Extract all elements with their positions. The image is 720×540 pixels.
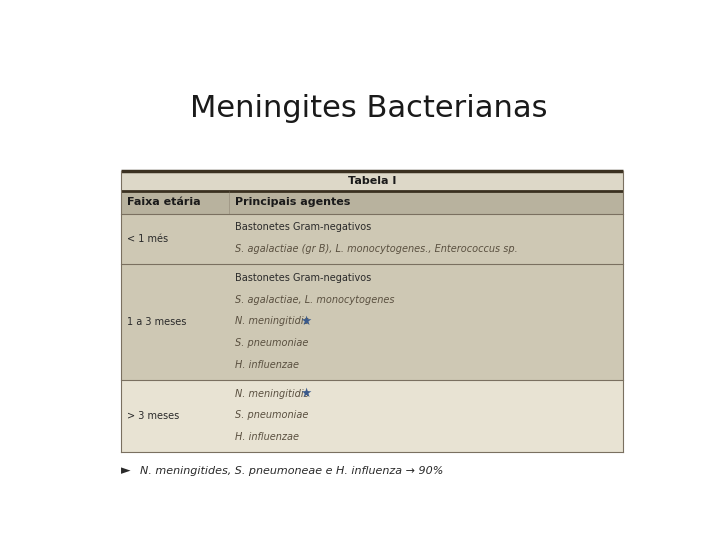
Text: Principais agentes: Principais agentes [235, 197, 351, 207]
Text: H. influenzae: H. influenzae [235, 360, 300, 370]
Text: < 1 més: < 1 més [127, 234, 168, 244]
Text: N. meningitides, S. pneumoneae e H. influenza → 90%: N. meningitides, S. pneumoneae e H. infl… [133, 466, 444, 476]
Text: N. meningitidis: N. meningitidis [235, 389, 309, 399]
Text: ►: ► [121, 464, 130, 477]
Bar [121, 380, 623, 453]
Bar [121, 214, 623, 265]
Bar [121, 191, 623, 214]
Text: > 3 meses: > 3 meses [127, 411, 179, 421]
Text: S. pneumoniae: S. pneumoniae [235, 410, 309, 421]
Text: ★: ★ [300, 315, 311, 328]
Text: Bastonetes Gram-negativos: Bastonetes Gram-negativos [235, 222, 372, 232]
Bar [121, 171, 623, 191]
Text: H. influenzae: H. influenzae [235, 432, 300, 442]
Text: S. agalactiae, L. monocytogenes: S. agalactiae, L. monocytogenes [235, 295, 395, 305]
Text: Bastonetes Gram-negativos: Bastonetes Gram-negativos [235, 273, 372, 283]
Text: S. pneumoniae: S. pneumoniae [235, 338, 309, 348]
Text: N. meningitidis: N. meningitidis [235, 316, 309, 327]
Text: ★: ★ [300, 387, 311, 400]
Text: S. agalactiae (gr B), L. monocytogenes., Enterococcus sp.: S. agalactiae (gr B), L. monocytogenes.,… [235, 244, 518, 254]
Text: Tabela I: Tabela I [348, 176, 396, 186]
Text: Meningites Bacterianas: Meningites Bacterianas [190, 94, 548, 123]
Text: 1 a 3 meses: 1 a 3 meses [127, 317, 186, 327]
Bar [121, 265, 623, 380]
Text: Faixa etária: Faixa etária [127, 197, 201, 207]
